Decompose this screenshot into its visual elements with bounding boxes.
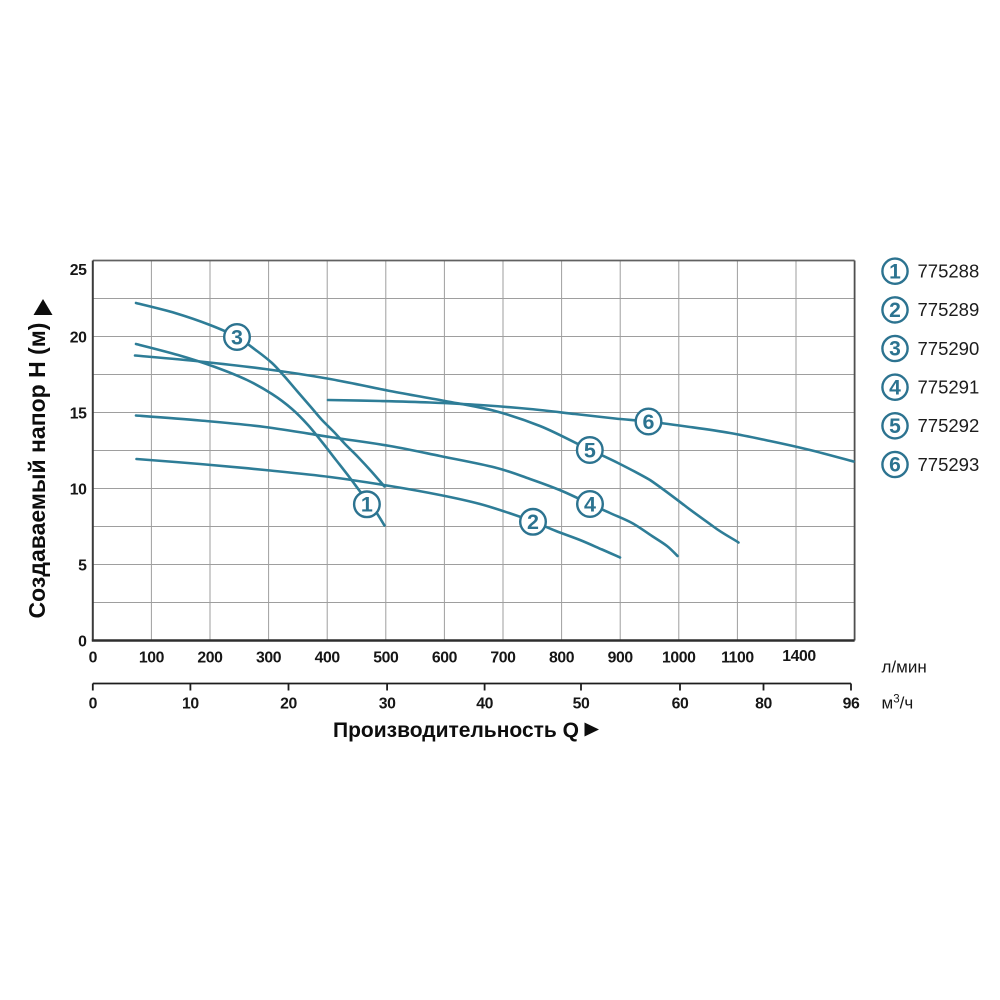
svg-text:700: 700	[490, 650, 516, 667]
svg-text:1: 1	[361, 493, 373, 517]
svg-text:4: 4	[584, 492, 596, 516]
svg-text:775292: 775292	[918, 415, 980, 436]
svg-text:775293: 775293	[918, 454, 980, 475]
svg-text:775290: 775290	[918, 338, 980, 359]
svg-text:3: 3	[889, 338, 901, 361]
svg-text:6: 6	[643, 410, 655, 434]
svg-text:6: 6	[889, 454, 901, 477]
svg-text:200: 200	[197, 650, 223, 667]
svg-text:2: 2	[889, 299, 901, 322]
svg-text:5: 5	[889, 415, 901, 438]
svg-text:2: 2	[527, 510, 539, 534]
svg-text:800: 800	[549, 650, 575, 667]
svg-text:1000: 1000	[662, 650, 696, 667]
svg-text:л/мин: л/мин	[882, 658, 927, 677]
svg-text:775288: 775288	[918, 261, 980, 282]
svg-text:0: 0	[89, 696, 98, 713]
svg-text:40: 40	[476, 696, 493, 713]
svg-text:30: 30	[379, 696, 396, 713]
svg-text:20: 20	[70, 329, 87, 346]
svg-text:600: 600	[432, 650, 458, 667]
svg-text:0: 0	[89, 650, 98, 667]
svg-text:25: 25	[70, 262, 87, 279]
svg-text:400: 400	[315, 650, 341, 667]
svg-text:4: 4	[889, 376, 901, 399]
svg-text:0: 0	[78, 633, 87, 650]
svg-text:300: 300	[256, 650, 282, 667]
svg-text:Производительность Q: Производительность Q	[333, 719, 579, 742]
svg-text:1100: 1100	[721, 650, 754, 667]
svg-text:5: 5	[78, 557, 87, 574]
svg-text:900: 900	[608, 650, 634, 667]
svg-text:Создаваемый напор Н (м): Создаваемый напор Н (м)	[24, 323, 50, 619]
svg-text:96: 96	[843, 696, 860, 713]
svg-text:15: 15	[70, 405, 87, 422]
svg-text:3: 3	[231, 325, 243, 349]
svg-text:50: 50	[573, 696, 590, 713]
svg-text:100: 100	[139, 650, 165, 667]
svg-text:500: 500	[373, 650, 399, 667]
svg-text:20: 20	[280, 696, 297, 713]
svg-text:775291: 775291	[918, 377, 980, 398]
svg-text:10: 10	[182, 696, 199, 713]
svg-text:10: 10	[70, 481, 87, 498]
svg-text:60: 60	[672, 696, 689, 713]
svg-text:80: 80	[755, 696, 772, 713]
svg-text:м3/ч: м3/ч	[882, 694, 914, 713]
svg-text:5: 5	[584, 438, 596, 462]
svg-text:1: 1	[889, 260, 901, 283]
svg-text:1400: 1400	[782, 648, 816, 665]
svg-text:775289: 775289	[918, 299, 980, 320]
